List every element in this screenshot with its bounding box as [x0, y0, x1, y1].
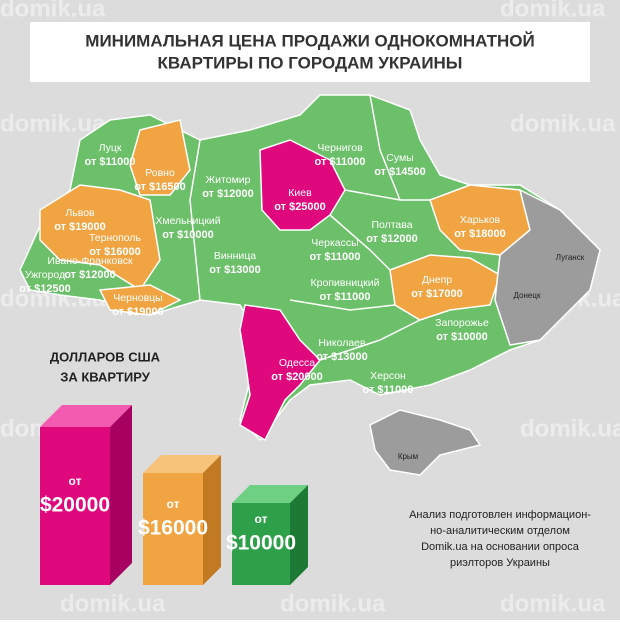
watermark: domik.ua — [500, 590, 606, 617]
city-name: Черкассы — [311, 237, 358, 249]
city-name: Сумы — [386, 152, 413, 164]
note-line: Domik.ua на основании опроса — [421, 541, 580, 553]
city-price: от $14500 — [374, 166, 426, 178]
city-price: от $10000 — [162, 229, 214, 241]
city-name: Хмельницкий — [155, 215, 220, 227]
border — [329, 214, 391, 271]
city-price: от $11000 — [315, 156, 366, 168]
city-name: Херсон — [370, 370, 406, 382]
legend-prefix: от — [69, 474, 82, 488]
city-name: Одесса — [279, 357, 315, 369]
city-price: от $11000 — [85, 156, 136, 168]
region — [39, 184, 161, 292]
city-name: Запорожье — [435, 317, 489, 329]
watermark: domik.ua — [510, 110, 616, 137]
legend-box — [143, 473, 203, 585]
city-name: Николаев — [318, 337, 366, 349]
region — [494, 188, 601, 346]
region-name: Крым — [398, 452, 418, 461]
city-price: от $13000 — [316, 351, 368, 363]
city-price: от $18000 — [454, 228, 506, 240]
legend-box-side — [203, 455, 221, 585]
watermark: domik.ua — [520, 415, 620, 442]
city-name: Киев — [288, 187, 312, 199]
legend-prefix: от — [255, 512, 268, 526]
city-price: от $17000 — [411, 288, 463, 300]
legend-box-side — [290, 485, 308, 585]
city-name: Кропивницкий — [311, 277, 380, 289]
legend-title: ЗА КВАРТИРУ — [60, 369, 150, 384]
region — [259, 139, 346, 231]
note-line: но-аналитическим отделом — [430, 525, 570, 537]
city-name: Ровно — [145, 167, 175, 179]
city-price: от $25000 — [274, 201, 326, 213]
legend-box-top — [232, 485, 308, 503]
title-box — [30, 22, 590, 82]
watermark: domik.ua — [60, 590, 166, 617]
region — [98, 284, 182, 316]
city-name: Тернополь — [89, 232, 142, 244]
city-name: Днепр — [422, 274, 452, 286]
watermark: domik.ua — [0, 110, 106, 137]
legend-box-side — [110, 405, 132, 585]
region-name: Луганск — [556, 253, 585, 262]
legend-prefix: от — [167, 497, 180, 511]
city-name: Чернигов — [317, 142, 363, 154]
city-price: от $16000 — [89, 246, 141, 258]
city-price: от $12000 — [366, 233, 418, 245]
region — [369, 409, 482, 476]
watermark: domik.ua — [0, 0, 106, 22]
legend-price: $10000 — [226, 532, 296, 555]
legend-box — [232, 503, 290, 585]
legend-box-top — [40, 405, 132, 427]
border — [319, 319, 421, 361]
city-price: от $11000 — [310, 251, 361, 263]
city-labels: Луцк от $11000 Ровно от $16500 Житомир от $12… — [19, 142, 585, 461]
legend-box-top — [143, 455, 221, 473]
city-price: от $19000 — [112, 306, 164, 318]
city-price: от $16500 — [134, 181, 186, 193]
legend-box — [40, 427, 110, 585]
watermark: domik.ua — [500, 0, 606, 22]
city-name: Полтава — [371, 219, 412, 231]
city-price: от $12500 — [19, 283, 71, 295]
map — [19, 94, 601, 476]
city-name: Луцк — [99, 142, 122, 154]
city-price: от $13000 — [209, 264, 261, 276]
legend: от $20000 от $16000 от $10000 — [40, 405, 308, 585]
watermark: domik.ua — [280, 590, 386, 617]
note-line: риэлторов Украины — [450, 557, 550, 569]
region-name: Донецк — [514, 291, 541, 300]
city-price: от $12000 — [64, 269, 116, 281]
title: МИНИМАЛЬНАЯ ЦЕНА ПРОДАЖИ ОДНОКОМНАТНОЙ — [85, 31, 534, 50]
city-price: от $10000 — [436, 331, 488, 343]
city-price: от $20000 — [271, 371, 323, 383]
city-price: от $11000 — [320, 291, 371, 303]
legend-price: $16000 — [138, 517, 208, 540]
city-price: от $11000 — [363, 384, 414, 396]
city-name: Черновцы — [113, 292, 162, 304]
city-name: Житомир — [205, 174, 250, 186]
city-price: от $19000 — [54, 221, 106, 233]
region — [239, 304, 322, 442]
border — [189, 139, 201, 301]
region — [129, 119, 191, 196]
city-name: Харьков — [460, 214, 501, 226]
city-price: от $12000 — [202, 188, 254, 200]
legend-title: ДОЛЛАРОВ США — [50, 349, 161, 364]
city-name: Ужгород — [25, 269, 65, 281]
region — [389, 254, 501, 321]
city-name: Ивано-Франковск — [47, 255, 133, 267]
border — [369, 94, 401, 201]
border — [289, 299, 396, 311]
legend-price: $20000 — [40, 494, 110, 517]
city-name: Львов — [65, 207, 95, 219]
note: Анализ подготовлен информацион-но-аналит… — [409, 509, 591, 569]
city-name: Винница — [214, 250, 256, 262]
title: КВАРТИРЫ ПО ГОРОДАМ УКРАИНЫ — [158, 53, 463, 72]
note-line: Анализ подготовлен информацион- — [409, 509, 591, 521]
